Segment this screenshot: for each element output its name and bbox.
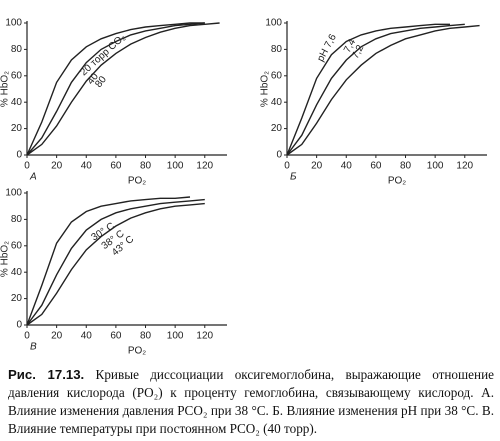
curve — [286, 24, 480, 156]
x-tick-label: 80 — [400, 161, 412, 172]
x-tick-label: 0 — [24, 331, 30, 342]
y-tick-label: 80 — [11, 44, 23, 55]
y-tick-label: 0 — [16, 150, 22, 161]
x-tick-label: 40 — [81, 331, 93, 342]
curve — [286, 23, 465, 156]
curve — [26, 22, 205, 156]
y-tick-label: 80 — [271, 44, 283, 55]
curve — [26, 202, 205, 326]
y-tick-label: 40 — [11, 97, 23, 108]
x-tick-label: 100 — [167, 331, 184, 342]
y-tick-label: 20 — [11, 123, 23, 134]
y-tick-label: 60 — [271, 70, 283, 81]
y-tick-label: 40 — [271, 97, 283, 108]
panel-label: А — [29, 172, 37, 183]
x-tick-label: 60 — [110, 161, 122, 172]
x-tick-label: 100 — [427, 161, 444, 172]
x-tick-label: 40 — [81, 161, 93, 172]
curve — [286, 23, 450, 156]
x-tick-label: 120 — [456, 161, 473, 172]
x-tick-label: 80 — [140, 161, 152, 172]
x-axis-label: PO₂ — [388, 176, 406, 187]
y-axis-label: % HbO₂ — [0, 71, 11, 107]
y-tick-label: 60 — [11, 70, 23, 81]
panel-label: В — [30, 342, 37, 353]
curve — [26, 196, 191, 326]
x-tick-label: 0 — [284, 161, 290, 172]
panel-label: Б — [290, 172, 297, 183]
y-tick-label: 40 — [11, 267, 23, 278]
y-tick-label: 20 — [11, 293, 23, 304]
x-tick-label: 80 — [140, 331, 152, 342]
x-tick-label: 20 — [51, 161, 63, 172]
y-tick-label: 60 — [11, 240, 23, 251]
curve — [26, 198, 205, 326]
caption-block: Рис. 17.13. Кривые диссоциации оксигемог… — [8, 366, 494, 438]
x-tick-label: 60 — [370, 161, 382, 172]
x-tick-label: 60 — [110, 331, 122, 342]
x-tick-label: 0 — [24, 161, 30, 172]
y-tick-label: 100 — [5, 188, 22, 199]
caption-text: Кривые диссоциации оксигемоглобина, выра… — [8, 367, 495, 436]
curve — [26, 22, 205, 156]
caption-label: Рис. 17.13. — [8, 367, 85, 382]
y-tick-label: 20 — [271, 123, 283, 134]
x-axis-label: PO₂ — [128, 346, 146, 357]
x-tick-label: 40 — [341, 161, 353, 172]
x-tick-label: 20 — [51, 331, 63, 342]
x-tick-label: 20 — [311, 161, 323, 172]
x-tick-label: 120 — [196, 331, 213, 342]
y-axis-label: % HbO₂ — [0, 241, 11, 277]
curve-label: pH 7,6 — [315, 32, 339, 64]
y-tick-label: 0 — [16, 320, 22, 331]
y-tick-label: 0 — [276, 150, 282, 161]
y-tick-label: 100 — [5, 18, 22, 29]
y-tick-label: 100 — [265, 18, 282, 29]
y-axis-label: % HbO₂ — [260, 71, 271, 107]
y-tick-label: 80 — [11, 214, 23, 225]
curve — [26, 22, 220, 156]
x-tick-label: 100 — [167, 161, 184, 172]
x-axis-label: PO₂ — [128, 176, 146, 187]
x-tick-label: 120 — [196, 161, 213, 172]
